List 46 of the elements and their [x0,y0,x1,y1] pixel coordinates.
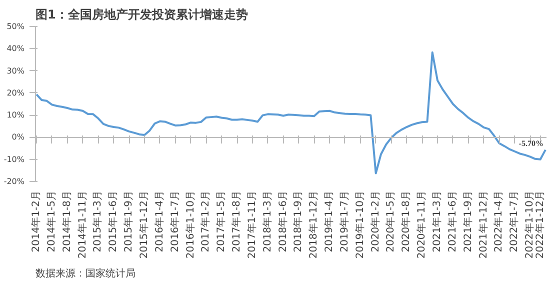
x-tick-label: 2020年1-11月 [416,190,428,259]
chart-title: 图1：全国房地产开发投资累计增速走势 [36,8,248,22]
x-tick-label: 2014年1-5月 [45,190,58,252]
x-tick-label: 2019年1-10月 [354,190,366,259]
x-tick-label: 2022年1-10月 [524,190,536,259]
x-tick-label: 2021年1-3月 [431,190,444,252]
x-tick-label: 2018年1-9月 [292,190,304,252]
x-tick-label: 2016年1-7月 [168,190,181,252]
data-label: -5.70% [518,138,544,148]
x-tick-label: 2014年1-11月 [76,190,88,259]
x-tick-label: 2020年1-5月 [384,190,397,252]
x-tick-label: 2022年1-12月 [534,190,546,259]
x-tick-label: 2022年1-7月 [508,190,520,252]
y-tick-label: 40% [6,44,25,54]
x-tick-label: 2018年1-6月 [276,190,289,252]
x-tick-label: 2017年1-5月 [215,190,228,252]
x-tick-label: 2021年1-6月 [446,190,458,252]
x-tick-label: 2015年1-6月 [107,190,120,252]
x-tick-label: 2015年1-12月 [138,190,150,259]
y-tick-label: 50% [6,22,25,31]
x-tick-label: 2018年1-12月 [308,190,320,259]
x-tick-label: 2019年1-4月 [323,190,336,252]
x-tick-label: 2021年1-12月 [477,190,490,259]
y-tick-label: 20% [6,88,25,98]
x-tick-label: 2016年1-10月 [184,190,196,259]
y-tick-label: 10% [6,110,25,120]
x-tick-label: 2020年1-2月 [369,190,382,252]
source-note: 数据来源：国家统计局 [36,268,136,280]
x-tick-label: 2017年1-11月 [246,190,258,259]
y-tick-label: -10% [4,154,25,164]
x-tick-label: 2014年1-8月 [60,190,73,252]
x-tick-label: 2016年1-4月 [153,190,166,252]
x-tick-label: 2015年1-9月 [122,190,135,252]
y-tick-label: -20% [4,177,25,186]
x-tick-label: 2019年1-7月 [338,190,350,252]
x-tick-label: 2017年1-2月 [200,190,212,252]
x-tick-label: 2021年1-9月 [462,190,474,252]
y-tick-label: 30% [6,66,25,76]
line-series [36,51,546,174]
x-tick-label: 2020年1-8月 [400,190,412,252]
x-tick-label: 2022年1-4月 [492,190,505,252]
x-tick-label: 2017年1-8月 [230,190,243,252]
x-tick-label: 2018年1-3月 [261,190,274,252]
y-tick-label: 0% [12,132,25,142]
x-tick-label: 2015年1-3月 [92,190,104,252]
x-tick-label: 2014年1-2月 [30,190,42,252]
